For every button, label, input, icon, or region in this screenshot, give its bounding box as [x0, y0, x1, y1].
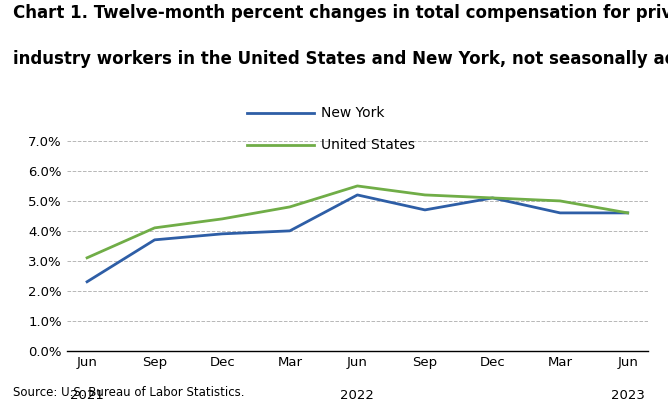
Text: 2023: 2023: [611, 389, 645, 403]
Text: 2022: 2022: [341, 389, 374, 403]
Text: United States: United States: [321, 138, 415, 152]
Text: 2021: 2021: [70, 389, 104, 403]
Text: industry workers in the United States and New York, not seasonally adjusted: industry workers in the United States an…: [13, 50, 668, 69]
Text: Chart 1. Twelve-month percent changes in total compensation for private: Chart 1. Twelve-month percent changes in…: [13, 4, 668, 22]
Text: Source: U.S. Bureau of Labor Statistics.: Source: U.S. Bureau of Labor Statistics.: [13, 386, 245, 399]
Text: New York: New York: [321, 106, 384, 120]
